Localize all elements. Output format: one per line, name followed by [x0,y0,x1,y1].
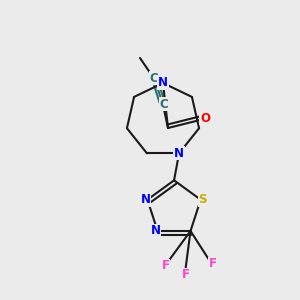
Text: C: C [160,98,168,110]
Text: N: N [140,193,150,206]
Text: O: O [200,112,210,124]
Text: F: F [208,257,217,271]
Text: N: N [158,76,168,89]
Text: S: S [198,193,207,206]
Text: N: N [174,147,184,160]
Text: F: F [182,268,190,281]
Text: C: C [150,71,158,85]
Text: N: N [151,224,160,238]
Text: F: F [161,260,169,272]
